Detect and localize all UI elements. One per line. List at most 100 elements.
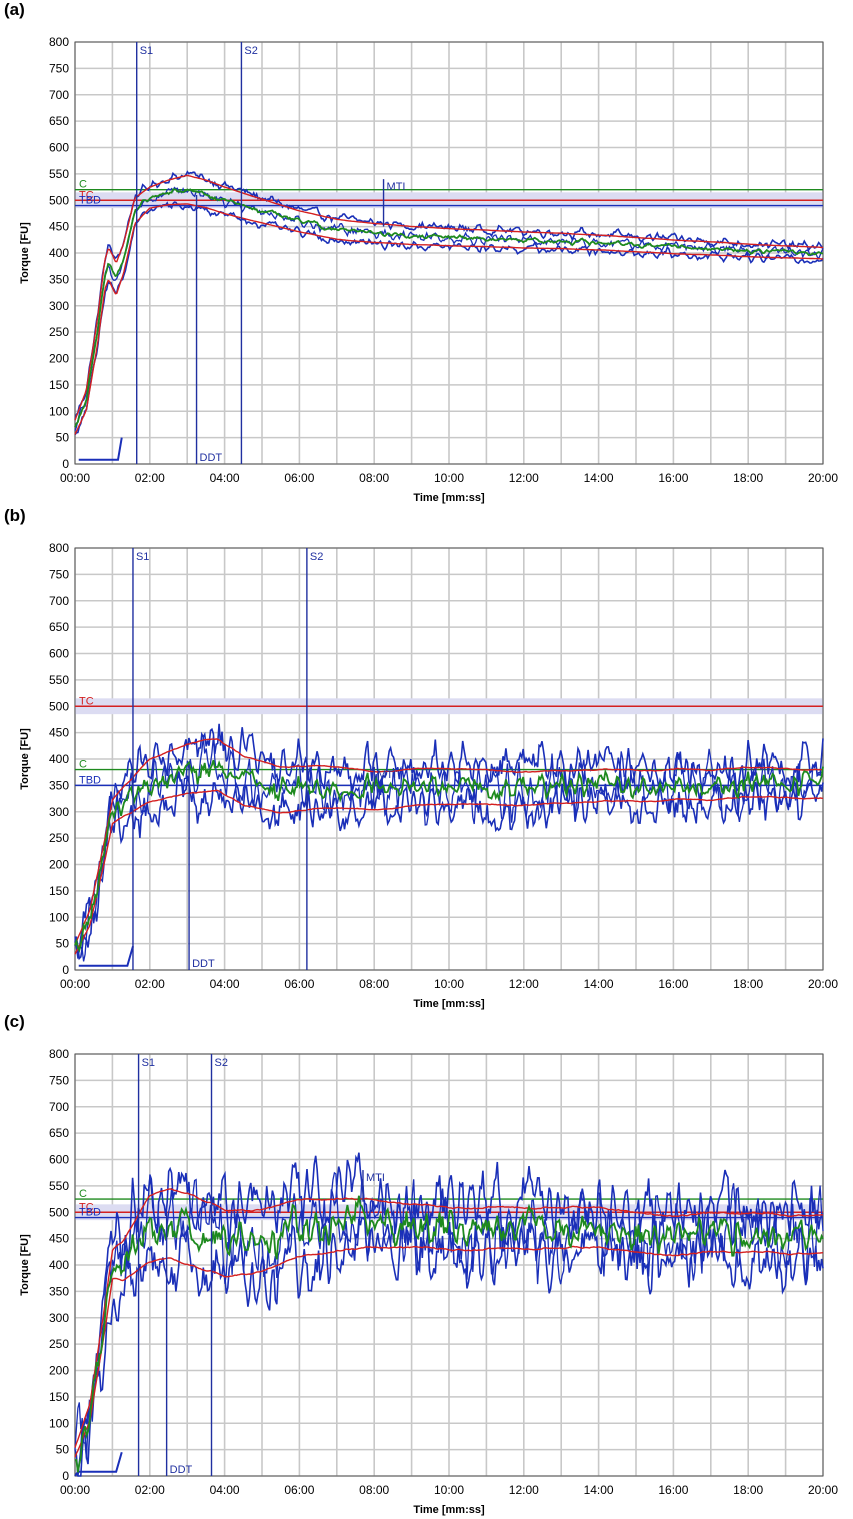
- y-tick-label: 150: [49, 884, 69, 898]
- y-tick-label: 350: [49, 1284, 69, 1298]
- series-lower-blue: [74, 771, 824, 961]
- series-green: [74, 188, 823, 428]
- x-tick-label: 04:00: [210, 1483, 240, 1497]
- y-tick-label: 0: [62, 1469, 69, 1483]
- x-tick-label: 12:00: [509, 977, 539, 991]
- marker-label-ddt: DDT: [192, 958, 215, 970]
- series-upper-blue: [74, 170, 824, 420]
- hline-label-tbd: TBD: [79, 1207, 101, 1219]
- x-tick-label: 10:00: [434, 471, 464, 485]
- x-tick-label: 00:00: [60, 471, 90, 485]
- x-axis-title: Time [mm:ss]: [413, 1504, 485, 1516]
- y-tick-label: 800: [49, 1047, 69, 1061]
- y-tick-label: 550: [49, 673, 69, 687]
- x-tick-label: 04:00: [210, 471, 240, 485]
- panel-a: (a) 0 50 100 150 200 250 300 350 400 450 500 550 600…: [0, 0, 853, 506]
- y-tick-label: 750: [49, 61, 69, 75]
- marker-label-mti: MTI: [377, 769, 396, 781]
- y-tick-label: 500: [49, 1205, 69, 1219]
- chart-a: 0 50 100 150 200 250 300 350 400 450 500 550 600 650 7…: [19, 35, 838, 504]
- y-tick-label: 250: [49, 831, 69, 845]
- series-upper-red: [74, 1188, 824, 1448]
- x-tick-label: 16:00: [658, 977, 688, 991]
- x-tick-label: 08:00: [359, 471, 389, 485]
- x-tick-label: 14:00: [584, 1483, 614, 1497]
- y-tick-label: 450: [49, 1232, 69, 1246]
- y-tick-label: 400: [49, 1258, 69, 1272]
- x-tick-label: 06:00: [284, 471, 314, 485]
- x-tick-label: 08:00: [359, 1483, 389, 1497]
- series-mid-blue: [74, 1171, 824, 1460]
- y-tick-label: 300: [49, 805, 69, 819]
- y-tick-label: 650: [49, 114, 69, 128]
- y-tick-label: 700: [49, 1100, 69, 1114]
- marker-label-s2: S2: [244, 45, 257, 57]
- x-tick-label: 10:00: [434, 1483, 464, 1497]
- x-tick-label: 16:00: [658, 1483, 688, 1497]
- marker-label-s1: S1: [136, 551, 149, 563]
- chart-c: 0 50 100 150 200 250 300 350 400 450 500 550 600 650 7…: [19, 1047, 838, 1516]
- marker-label-s2: S2: [215, 1057, 228, 1069]
- series-mid-blue: [74, 736, 824, 962]
- x-tick-label: 00:00: [60, 977, 90, 991]
- series-upper-blue: [74, 723, 824, 954]
- y-tick-label: 350: [49, 272, 69, 286]
- y-tick-label: 650: [49, 620, 69, 634]
- series-lower-red: [74, 203, 823, 435]
- y-tick-label: 350: [49, 778, 69, 792]
- y-tick-label: 100: [49, 1416, 69, 1430]
- y-tick-label: 0: [62, 457, 69, 471]
- series-upper-red: [74, 174, 823, 421]
- x-tick-label: 20:00: [808, 1483, 838, 1497]
- hline-label-tc: TC: [79, 695, 94, 707]
- y-tick-label: 250: [49, 1337, 69, 1351]
- series-upper-red: [74, 738, 824, 945]
- hline-label-c: C: [79, 759, 87, 771]
- y-tick-label: 800: [49, 541, 69, 555]
- x-tick-label: 08:00: [359, 977, 389, 991]
- x-tick-label: 12:00: [509, 471, 539, 485]
- y-tick-label: 50: [56, 937, 70, 951]
- y-tick-label: 550: [49, 167, 69, 181]
- marker-label-mti: MTI: [387, 181, 406, 193]
- y-axis-title: Torque [FU]: [19, 1234, 31, 1296]
- y-tick-label: 400: [49, 752, 69, 766]
- y-tick-label: 450: [49, 726, 69, 740]
- y-axis-title: Torque [FU]: [19, 222, 31, 284]
- y-tick-label: 700: [49, 594, 69, 608]
- hline-label-c: C: [79, 179, 87, 191]
- y-tick-label: 250: [49, 325, 69, 339]
- hline-label-tc: TC: [79, 189, 94, 201]
- marker-label-ddt: DDT: [170, 1464, 193, 1476]
- hline-label-c: C: [79, 1188, 87, 1200]
- x-tick-label: 12:00: [509, 1483, 539, 1497]
- series-lower-blue: [74, 201, 824, 436]
- y-tick-label: 550: [49, 1179, 69, 1193]
- marker-label-mti: MTI: [366, 1172, 385, 1184]
- y-tick-label: 600: [49, 647, 69, 661]
- grid: [74, 1053, 824, 1477]
- x-tick-label: 02:00: [135, 977, 165, 991]
- series-green: [74, 1195, 824, 1473]
- y-tick-label: 450: [49, 220, 69, 234]
- x-tick-label: 14:00: [584, 977, 614, 991]
- series-lower-red: [74, 789, 824, 955]
- series-lower-red: [74, 1245, 824, 1458]
- y-tick-label: 100: [49, 404, 69, 418]
- x-tick-label: 00:00: [60, 1483, 90, 1497]
- x-tick-label: 16:00: [658, 471, 688, 485]
- hline-label-tbd: TBD: [79, 774, 101, 786]
- x-axis-title: Time [mm:ss]: [413, 492, 485, 504]
- chart-b: 0 50 100 150 200 250 300 350 400 450 500 550 600 650 7…: [19, 541, 838, 1010]
- x-tick-label: 18:00: [733, 977, 763, 991]
- panel-c: (c) 0 50 100 150 200 250 300 350 400 450 500 550 600…: [0, 1012, 853, 1518]
- x-tick-label: 10:00: [434, 977, 464, 991]
- panel-label-c: (c): [4, 1012, 25, 1031]
- start-marker: [78, 945, 134, 967]
- panel-b: (b) 0 50 100 150 200 250 300 350 400 450 500 550 600…: [0, 506, 853, 1012]
- y-tick-label: 600: [49, 141, 69, 155]
- x-tick-label: 14:00: [584, 471, 614, 485]
- x-tick-label: 02:00: [135, 1483, 165, 1497]
- x-tick-label: 06:00: [284, 1483, 314, 1497]
- y-tick-label: 300: [49, 299, 69, 313]
